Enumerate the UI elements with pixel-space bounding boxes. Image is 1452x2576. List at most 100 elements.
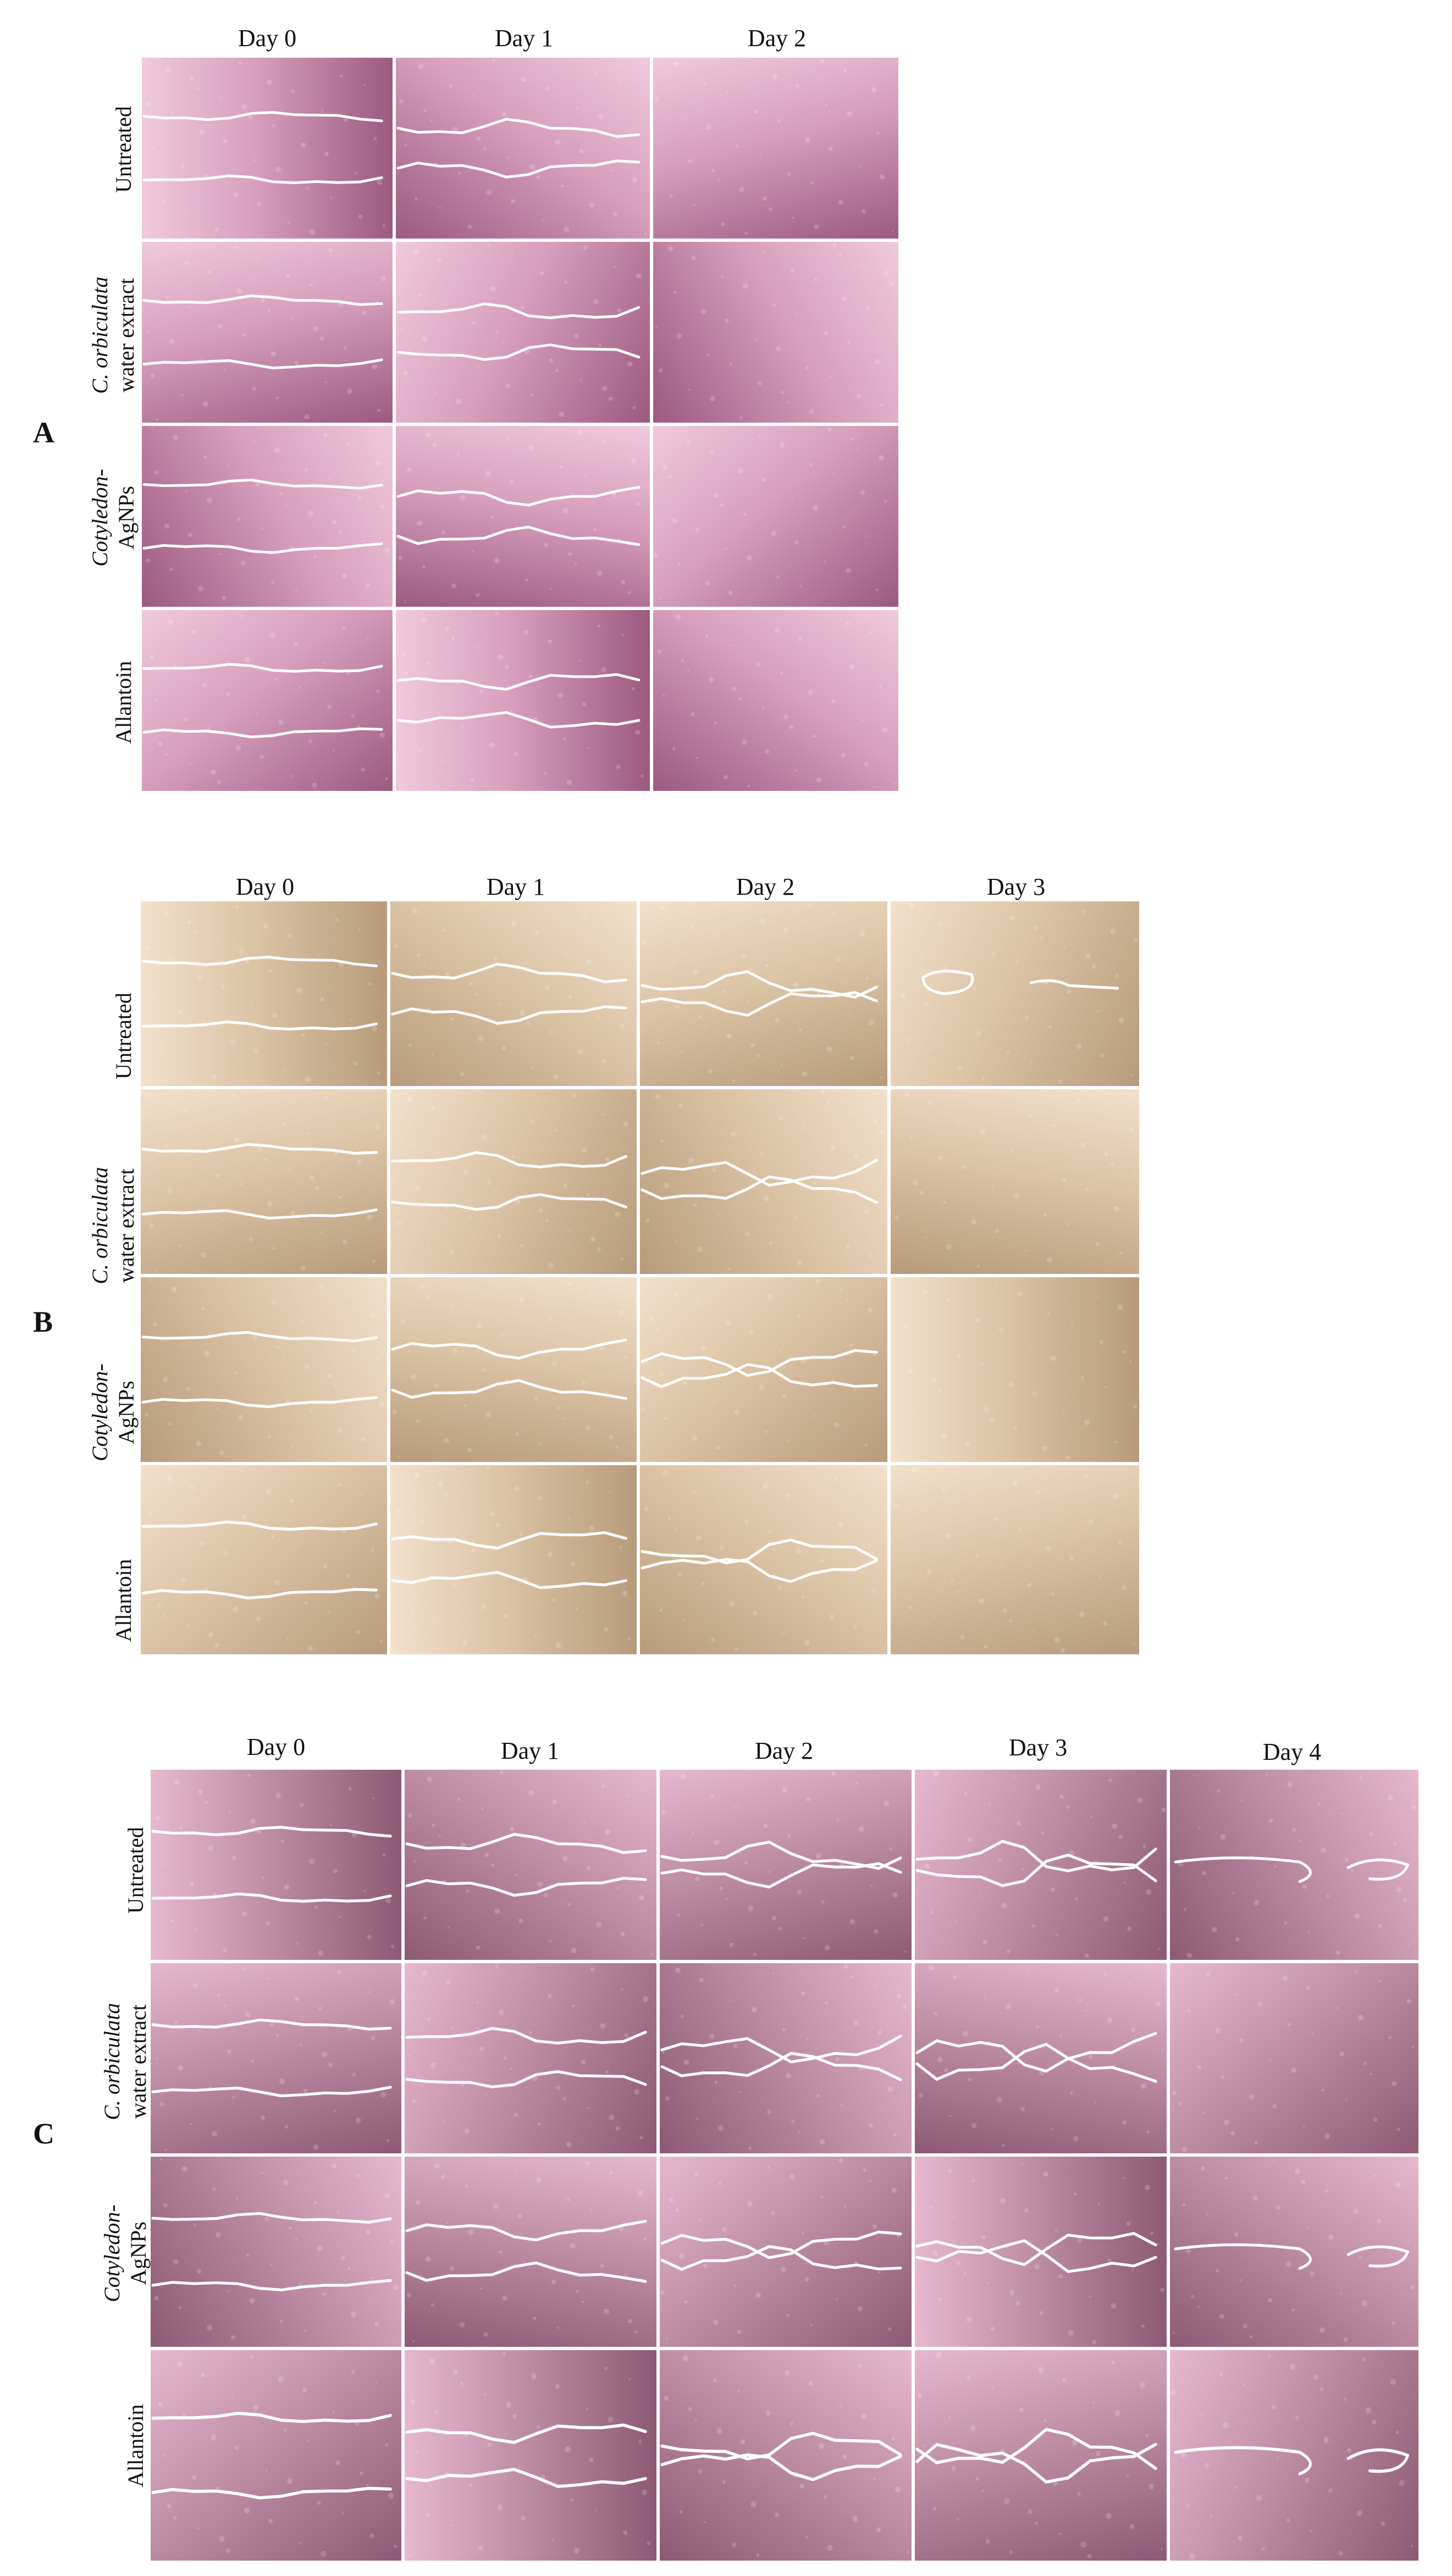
cell-speckle [798,1028,802,1032]
cell-speckle [465,2184,468,2188]
wound-edge-trace [641,970,878,999]
cell-speckle [601,1784,605,1788]
cell-speckle [714,2080,718,2084]
cell-speckle [446,2222,449,2224]
cell-speckle [904,1325,908,1328]
cell-speckle [392,1410,397,1415]
micrograph-overlay [895,1283,1138,1460]
micrograph-overlay [396,243,642,417]
cell-speckle [501,112,506,117]
cell-speckle [485,470,491,476]
cell-speckle [628,2378,631,2381]
cell-speckle [286,933,291,938]
cell-speckle [687,440,691,445]
cell-speckle [813,224,819,230]
cell-speckle [575,563,577,566]
cell-speckle [690,712,695,717]
cell-speckle [341,573,347,579]
cell-speckle [555,369,559,373]
cell-speckle [539,1442,542,1445]
cell-speckle [713,492,719,498]
cell-speckle [186,209,189,212]
cell-speckle [181,394,184,396]
cell-speckle [303,2329,306,2332]
cell-speckle [563,737,567,741]
cell-speckle [1080,2541,1086,2548]
cell-speckle [422,565,426,569]
cell-speckle [1042,1445,1047,1452]
cell-speckle [498,2009,504,2015]
micrograph-overlay [915,1965,1164,2147]
cell-speckle [832,472,835,475]
cell-speckle [832,912,836,916]
cell-speckle [213,1892,217,1896]
cell-speckle [893,2133,897,2137]
cell-speckle [677,562,681,566]
cell-speckle [590,1291,594,1295]
cell-speckle [494,611,498,615]
cell-speckle [640,774,644,778]
cell-speckle [290,774,292,777]
cell-speckle [675,1968,681,1974]
cell-speckle [1069,2091,1073,2095]
cell-speckle [829,1614,835,1620]
cell-speckle [375,2381,378,2384]
cell-speckle [644,232,647,235]
cell-speckle [830,1144,836,1150]
cell-speckle [327,1373,332,1378]
cell-speckle [660,141,662,143]
cell-speckle [616,765,621,769]
cell-speckle [180,164,185,169]
cell-speckle [660,905,665,911]
wound-edge-trace [151,2212,392,2224]
wound-edge-trace [1174,1856,1312,1883]
panel-letter: B [33,1305,53,1338]
cell-speckle [673,1292,678,1297]
cell-speckle [367,1935,372,1940]
cell-speckle [417,953,421,957]
cell-speckle [804,1639,810,1646]
cell-speckle [957,2518,959,2520]
cell-speckle [828,657,830,660]
cell-speckle [576,107,578,109]
cell-speckle [720,503,724,508]
micrograph-tile [660,2350,912,2561]
cell-speckle [714,722,717,725]
cell-speckle [1071,1322,1074,1324]
micrograph-overlay [391,1281,627,1458]
micrograph-tile [1170,2157,1418,2347]
cell-speckle [953,2215,956,2218]
cell-speckle [510,709,512,712]
cell-speckle [782,1394,787,1399]
cell-speckle [788,1439,790,1442]
cell-speckle [190,306,192,308]
cell-speckle [550,1031,554,1034]
cell-speckle [340,2256,345,2261]
cell-speckle [325,1043,328,1045]
micrograph-tile [1170,1963,1418,2153]
cell-speckle [479,689,484,694]
cell-speckle [351,2370,355,2374]
cell-speckle [426,661,430,665]
cell-speckle [170,111,174,115]
cell-speckle [695,1535,702,1541]
cell-speckle [982,2489,985,2492]
cell-speckle [691,256,696,260]
cell-speckle [842,2454,847,2459]
cell-speckle [452,1348,458,1354]
cell-speckle [381,505,385,508]
cell-speckle [744,1860,748,1864]
cell-speckle [863,1209,869,1215]
cell-speckle [276,2034,279,2037]
cell-speckle [979,1894,982,1898]
cell-speckle [186,1624,189,1627]
cell-speckle [1131,2268,1134,2271]
cell-speckle [347,442,351,446]
cell-speckle [923,1289,927,1294]
cell-speckle [212,2187,216,2191]
cell-speckle [223,139,228,143]
cell-speckle [946,1244,952,1250]
cell-speckle [198,1789,203,1794]
cell-speckle [555,1642,561,1648]
cell-speckle [514,2112,518,2117]
